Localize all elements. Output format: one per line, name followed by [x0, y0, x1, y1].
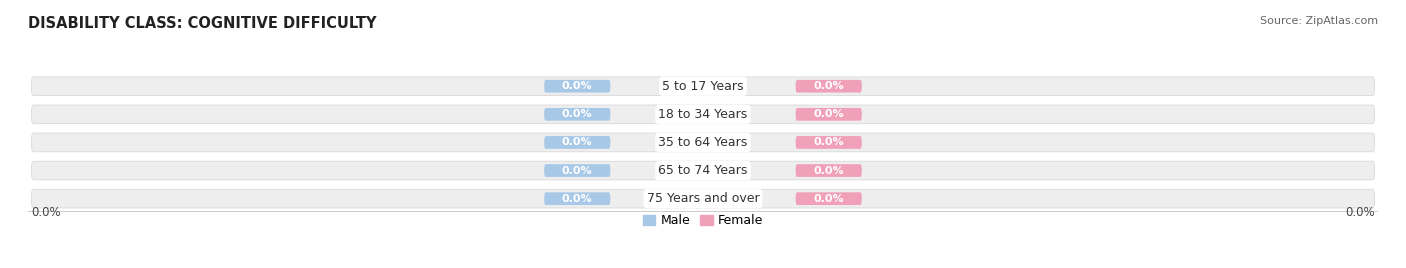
Text: 35 to 64 Years: 35 to 64 Years [658, 136, 748, 149]
Text: 0.0%: 0.0% [814, 194, 844, 204]
FancyBboxPatch shape [796, 164, 862, 177]
Text: 0.0%: 0.0% [814, 166, 844, 176]
FancyBboxPatch shape [31, 105, 1375, 124]
Text: 0.0%: 0.0% [814, 137, 844, 147]
Legend: Male, Female: Male, Female [643, 214, 763, 227]
Text: 0.0%: 0.0% [814, 109, 844, 119]
FancyBboxPatch shape [31, 161, 1375, 180]
FancyBboxPatch shape [544, 164, 610, 177]
Text: 0.0%: 0.0% [562, 109, 592, 119]
Text: 65 to 74 Years: 65 to 74 Years [658, 164, 748, 177]
Text: 0.0%: 0.0% [562, 137, 592, 147]
FancyBboxPatch shape [796, 192, 862, 205]
FancyBboxPatch shape [796, 136, 862, 149]
Text: 0.0%: 0.0% [562, 81, 592, 91]
FancyBboxPatch shape [544, 80, 610, 92]
Text: 18 to 34 Years: 18 to 34 Years [658, 108, 748, 121]
Text: Source: ZipAtlas.com: Source: ZipAtlas.com [1260, 16, 1378, 26]
FancyBboxPatch shape [544, 136, 610, 149]
Text: 0.0%: 0.0% [562, 194, 592, 204]
FancyBboxPatch shape [544, 192, 610, 205]
Text: 0.0%: 0.0% [814, 81, 844, 91]
FancyBboxPatch shape [31, 133, 1375, 152]
Text: 0.0%: 0.0% [1346, 206, 1375, 219]
Text: 0.0%: 0.0% [31, 206, 60, 219]
FancyBboxPatch shape [31, 189, 1375, 208]
Text: DISABILITY CLASS: COGNITIVE DIFFICULTY: DISABILITY CLASS: COGNITIVE DIFFICULTY [28, 16, 377, 31]
FancyBboxPatch shape [544, 108, 610, 121]
FancyBboxPatch shape [796, 80, 862, 92]
FancyBboxPatch shape [31, 77, 1375, 95]
Text: 5 to 17 Years: 5 to 17 Years [662, 80, 744, 93]
Text: 0.0%: 0.0% [562, 166, 592, 176]
FancyBboxPatch shape [796, 108, 862, 121]
Text: 75 Years and over: 75 Years and over [647, 192, 759, 205]
